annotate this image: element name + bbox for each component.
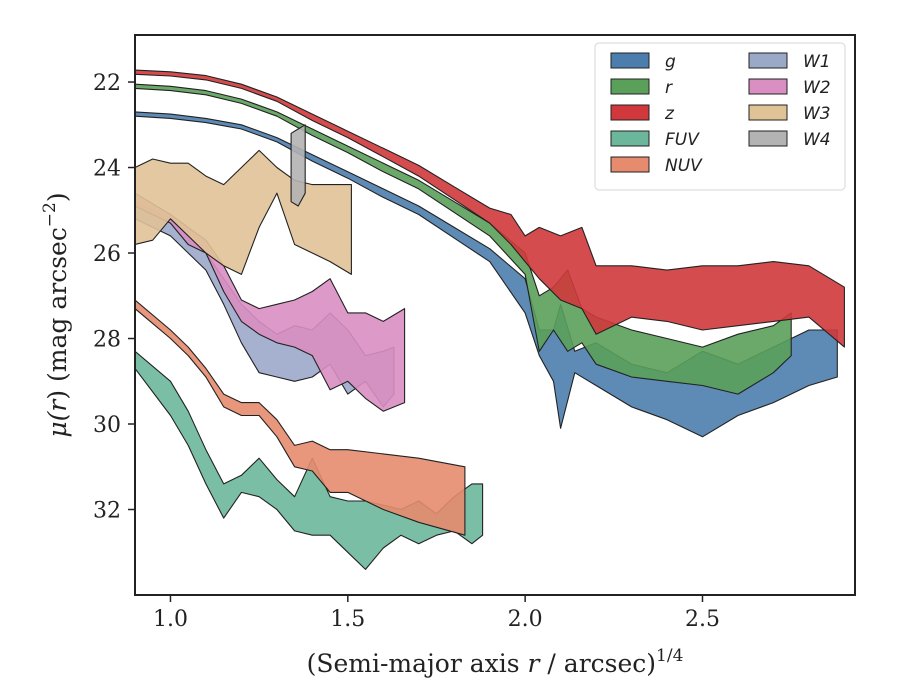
axis-ticks: 1.0 1.5 2.0 2.5 22 24 26 28 30 32 [93, 71, 720, 632]
x-tick-label: 1.5 [330, 607, 365, 632]
legend-label-w1: W1 [803, 52, 831, 72]
legend-label-w2: W2 [803, 78, 831, 98]
legend-label-nuv: NUV [665, 156, 703, 176]
legend-swatch-z [610, 104, 650, 121]
band-w2 [135, 192, 406, 412]
x-axis-title: (Semi-major axis r / arcsec)1/4 [307, 646, 684, 678]
y-tick-label: 22 [93, 71, 121, 96]
band-w3 [135, 149, 352, 275]
legend-label-w3: W3 [803, 104, 831, 124]
legend-swatch-r [610, 78, 650, 95]
legend-label-fuv: FUV [665, 130, 700, 150]
legend-label-w4: W4 [803, 130, 831, 150]
legend-swatch-nuv [610, 156, 650, 173]
y-tick-label: 24 [93, 157, 121, 182]
band-g [135, 111, 838, 438]
band-w4 [290, 124, 306, 207]
legend-swatch-fuv [610, 130, 650, 147]
x-tick-label: 1.0 [153, 607, 188, 632]
y-tick-label: 28 [93, 328, 121, 353]
legend-swatch-g [610, 52, 650, 69]
band-z [135, 69, 845, 348]
plot-frame [134, 34, 856, 596]
legend-label-z: z [664, 104, 675, 124]
legend-label-g: g [665, 52, 676, 72]
y-axis-title: μ(r) (mag arcsec−2) [40, 192, 72, 437]
legend-swatch-w2 [748, 78, 788, 95]
x-tick-label: 2.5 [685, 607, 720, 632]
band-nuv [135, 299, 466, 536]
y-tick-label: 30 [93, 413, 121, 438]
band-fuv [135, 350, 484, 570]
y-tick-label: 32 [93, 499, 121, 524]
band-r [135, 83, 792, 395]
y-tick-label: 26 [93, 242, 121, 267]
legend-swatch-w1 [748, 52, 788, 69]
legend-swatch-w4 [748, 130, 788, 147]
legend-label-r: r [665, 78, 673, 98]
x-tick-label: 2.0 [508, 607, 543, 632]
legend: grz FUV NUV W1 W2 W3 W4 [594, 42, 846, 191]
legend-swatch-w3 [748, 104, 788, 121]
data-bands [135, 69, 845, 570]
